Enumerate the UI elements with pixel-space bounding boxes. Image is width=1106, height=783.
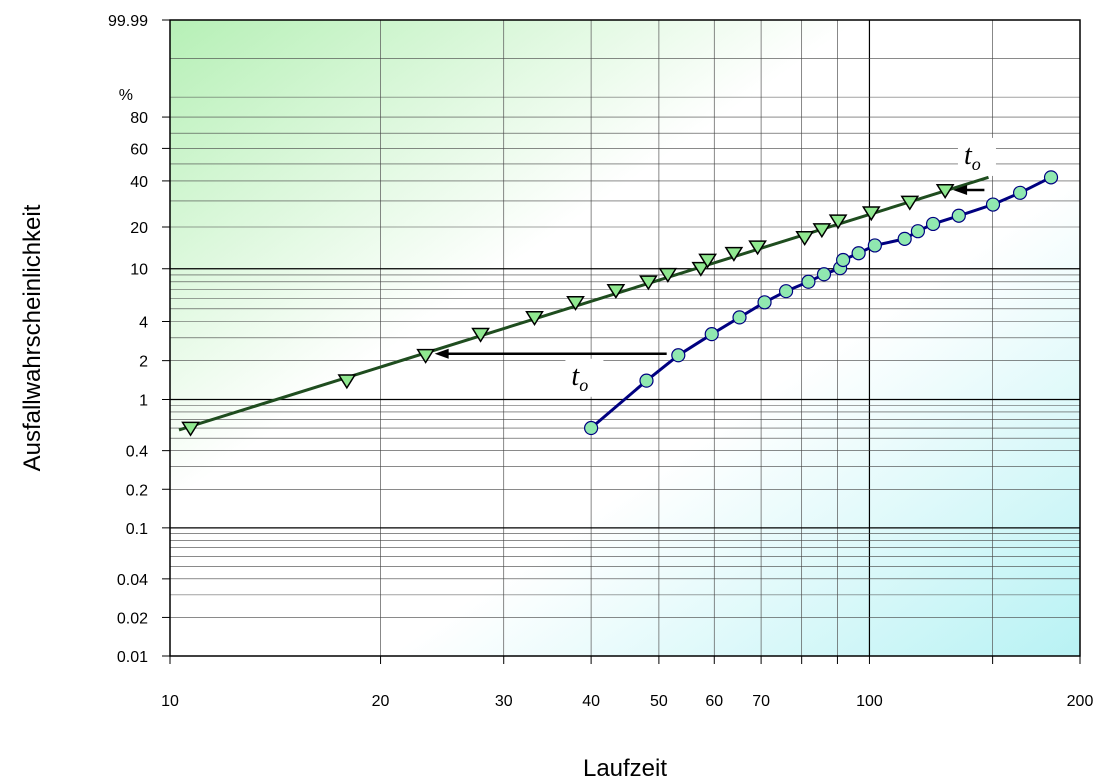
data-point	[935, 184, 955, 200]
data-point	[584, 420, 599, 436]
data-point	[851, 246, 866, 261]
data-point	[732, 310, 747, 325]
tick-marks	[162, 19, 1081, 664]
x-axis-title: Laufzeit	[583, 755, 667, 782]
data-point	[1043, 170, 1059, 185]
t-o-label: to	[957, 137, 996, 176]
data-point	[985, 197, 1001, 212]
data-point	[639, 275, 658, 291]
data-point	[724, 246, 744, 262]
data-point	[816, 267, 832, 282]
y-tick-label: 40	[130, 174, 148, 191]
data-point	[836, 252, 851, 268]
data-point	[812, 223, 832, 239]
data-point	[748, 240, 767, 256]
y-tick-label: 0.04	[117, 572, 148, 589]
data-point	[910, 224, 926, 239]
y-tick-label: 20	[130, 220, 148, 237]
y-tick-label: 0.02	[117, 610, 148, 627]
data-point	[925, 216, 941, 232]
data-point	[658, 267, 678, 283]
x-tick-label: 20	[372, 693, 390, 710]
y-axis-title: Ausfallwahrscheinlichkeit	[19, 204, 46, 471]
data-point	[691, 261, 711, 277]
x-tick-label: 60	[705, 693, 723, 710]
data-point	[757, 295, 772, 310]
data-point	[900, 195, 920, 211]
y-tick-labels: 0.01 0.02 0.04 0.1 0.2 0.4 1 2 4 10 20 40 60 80 99.99	[108, 13, 148, 666]
data-point	[525, 311, 544, 327]
arrow	[434, 348, 667, 359]
data-point	[337, 374, 357, 390]
data-point	[801, 274, 816, 289]
data-point	[671, 348, 686, 363]
data-point	[471, 327, 490, 343]
y-unit-label: %	[119, 87, 133, 104]
series-group	[178, 170, 1059, 437]
plot-frame	[169, 19, 1081, 657]
data-point	[897, 231, 912, 246]
x-tick-label: 30	[495, 693, 513, 710]
t-o-label: to	[565, 358, 604, 397]
data-point	[951, 208, 966, 223]
x-tick-labels: 10 20 30 40 50 60 70 100 200	[161, 693, 1093, 710]
series-1	[178, 175, 989, 437]
y-tick-label: 4	[139, 315, 148, 332]
data-point	[861, 206, 881, 222]
data-point	[566, 295, 585, 311]
x-tick-label: 100	[856, 693, 883, 710]
y-tick-label: 0.01	[117, 649, 148, 666]
x-tick-label: 70	[752, 693, 770, 710]
data-point	[416, 348, 435, 364]
data-point	[778, 284, 794, 299]
y-tick-label: 60	[130, 141, 148, 158]
y-tick-label: 99.99	[108, 13, 148, 30]
data-point	[867, 238, 882, 253]
y-tick-label: 10	[130, 262, 148, 279]
y-tick-label: 0.4	[126, 444, 148, 461]
x-tick-label: 40	[582, 693, 600, 710]
x-tick-label: 50	[650, 693, 668, 710]
annotations: to to	[434, 137, 996, 397]
data-point	[828, 214, 848, 230]
data-point	[795, 231, 815, 247]
series-1-line	[178, 175, 989, 432]
data-point	[606, 283, 626, 299]
y-tick-label: 0.2	[126, 482, 148, 499]
data-point	[639, 373, 654, 388]
data-point	[1012, 185, 1028, 200]
data-point	[704, 327, 719, 342]
arrow	[953, 184, 985, 195]
y-tick-label: 1	[139, 392, 148, 409]
data-point	[181, 421, 200, 437]
series-2	[584, 170, 1059, 436]
data-point	[698, 253, 717, 269]
y-tick-label: 2	[139, 354, 148, 371]
x-tick-label: 10	[161, 693, 179, 710]
y-tick-label: 80	[130, 110, 148, 127]
y-tick-label: 0.1	[126, 521, 148, 538]
x-tick-label: 200	[1067, 693, 1094, 710]
